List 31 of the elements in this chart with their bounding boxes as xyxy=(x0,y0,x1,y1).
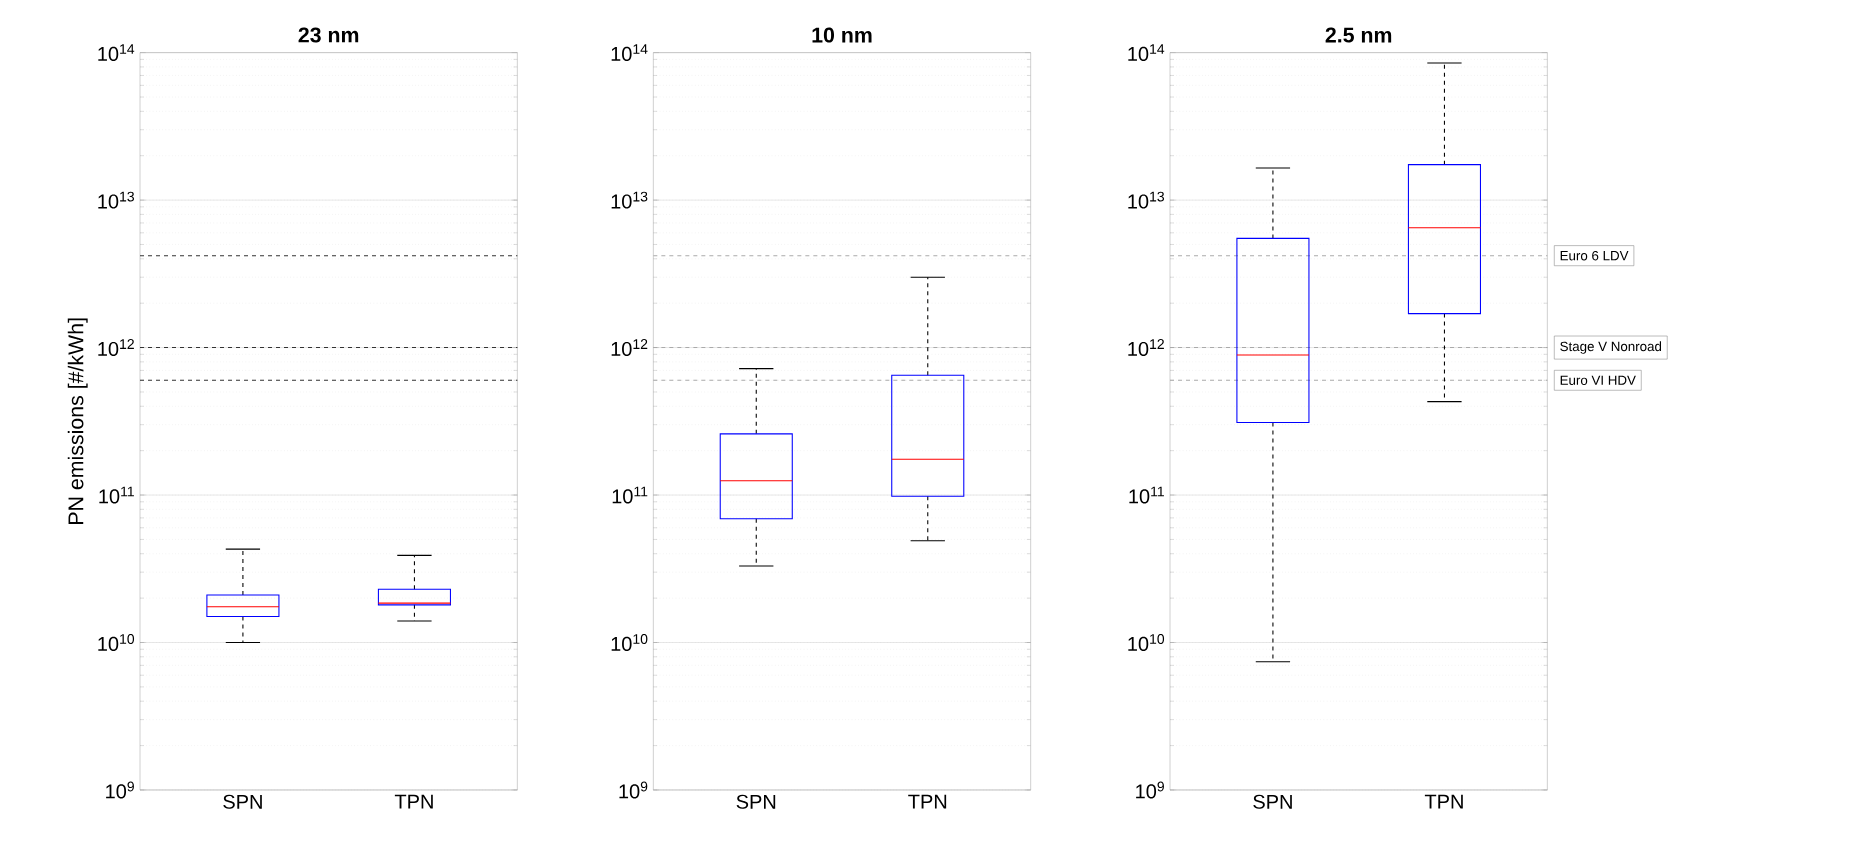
x-tick-label: SPN xyxy=(736,794,776,809)
x-tick-label: TPN xyxy=(394,794,433,809)
y-tick-label: 10$^{12}$ xyxy=(1128,339,1164,357)
chart-title: 23 nm xyxy=(298,27,359,43)
chart-title: 10 nm xyxy=(812,27,872,43)
y-tick-label: 10$^{11}$ xyxy=(1129,486,1164,504)
ref-line-label: Stage V Nonroad xyxy=(1560,341,1662,354)
y-tick-label: 10$^{9}$ xyxy=(1136,781,1164,799)
y-tick-label: 10$^{13}$ xyxy=(1128,191,1165,209)
ref-line-label: Euro VI HDV xyxy=(1560,375,1636,385)
y-tick-label: 10$^{12}$ xyxy=(611,339,648,357)
x-tick-label: TPN xyxy=(1424,794,1463,809)
y-axis-title: PN emissions [#/kWh] xyxy=(67,318,88,524)
y-tick-label: 10$^{11}$ xyxy=(99,486,134,504)
ref-line-label: Euro 6 LDV xyxy=(1560,250,1629,261)
y-tick-label: 10$^{13}$ xyxy=(98,191,135,209)
x-tick-label: TPN xyxy=(908,794,947,809)
y-tick-label: 10$^{10}$ xyxy=(1128,634,1165,651)
y-tick-label: 10$^{10}$ xyxy=(98,634,135,651)
y-tick-label: 10$^{10}$ xyxy=(611,634,648,651)
y-tick-label: 10$^{14}$ xyxy=(611,44,648,62)
y-tick-label: 10$^{11}$ xyxy=(612,486,648,504)
x-tick-label: SPN xyxy=(223,794,262,809)
y-tick-label: 10$^{9}$ xyxy=(619,781,648,799)
x-tick-label: SPN xyxy=(1253,794,1292,809)
y-tick-label: 10$^{9}$ xyxy=(106,781,134,799)
y-tick-label: 10$^{12}$ xyxy=(98,339,134,357)
y-tick-label: 10$^{13}$ xyxy=(611,191,648,209)
y-tick-label: 10$^{14}$ xyxy=(1128,44,1165,62)
y-tick-label: 10$^{14}$ xyxy=(98,44,135,62)
chart-title: 2.5 nm xyxy=(1325,27,1392,43)
